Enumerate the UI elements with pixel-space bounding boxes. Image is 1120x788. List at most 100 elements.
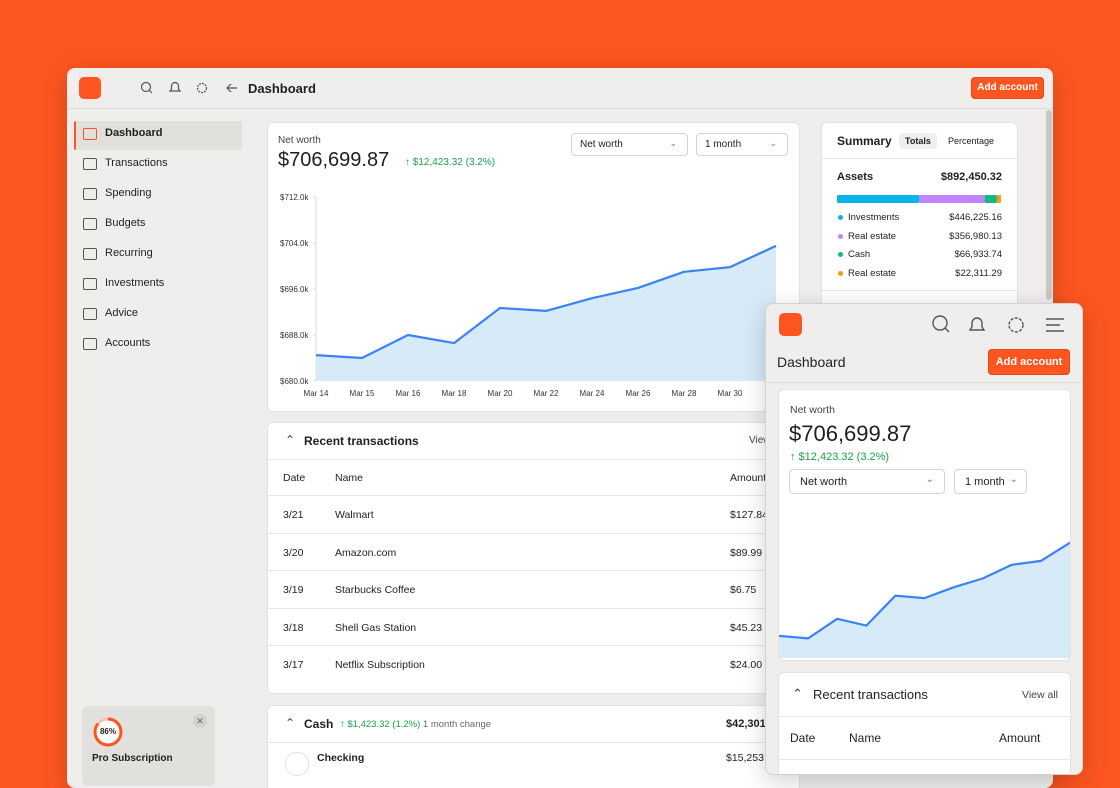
promo-title: Pro Subscription [92,753,173,764]
chevron: ⌄ [669,138,677,148]
nav-icon [83,158,97,170]
collapse-chevron[interactable]: ⌃ [285,716,296,730]
column-header: Name [849,731,882,745]
collapse-chevron[interactable]: ⌃ [792,686,803,701]
asset-value: $446,225.16 [949,212,1002,223]
asset-value: $356,980.13 [949,230,1002,242]
x-tick-label: Mar 28 [672,389,697,398]
asset-name: Investments [848,212,900,223]
logo[interactable] [779,313,802,336]
chevron: ⌄ [1009,474,1018,485]
x-tick-label: Mar 30 [718,389,743,398]
transactions-title: Recent transactions [813,687,928,702]
transactions-title: Recent transactions [304,434,419,448]
column-header: Amount [999,731,1041,745]
scrollbar[interactable] [1046,110,1052,300]
account-amount: $15,253 [726,752,764,764]
search-icon[interactable] [140,81,152,93]
asset-bar-segment [919,195,985,203]
asset-name: Cash [848,249,871,260]
net-worth-amount: $706,699.87 [789,421,912,446]
add-account-button[interactable]: Add account [971,77,1044,99]
bell-icon[interactable] [968,317,986,331]
x-tick-label: Mar 16 [396,389,421,398]
nav-item[interactable]: Advice [105,307,139,319]
nav-item[interactable]: Recurring [105,247,153,259]
cash-title: Cash [304,717,334,731]
table-cell: $6.75 [730,584,757,596]
tab-totals[interactable]: Totals [899,133,937,149]
range-select[interactable]: 1 month ⌄ [696,133,788,156]
y-tick-label: $712.0k [280,193,309,202]
change-text: $12,423.32 (3.2%) [798,451,890,463]
table-cell: $127.84 [730,509,768,521]
tab-percentage[interactable]: Percentage [948,136,995,146]
metric-select[interactable]: Net worth ⌄ [571,133,688,156]
back-icon[interactable] [226,83,237,93]
collapse-chevron[interactable]: ⌃ [285,433,296,447]
metric-select[interactable]: Net worth ⌄ [789,469,945,494]
asset-value: $22,311.29 [955,267,1002,279]
nav-item[interactable]: Accounts [105,337,151,349]
net-worth-card: Net worth $706,699.87 ↑ $12,423.32 (3.2%… [778,389,1071,661]
active-nav-bg [74,121,242,150]
y-tick-label: $688.0k [280,331,309,340]
table-cell: Starbucks Coffee [335,584,416,596]
nav-item[interactable]: Budgets [105,217,146,229]
divider [766,382,1082,383]
column-header: Name [335,472,364,484]
bell-icon[interactable] [168,81,182,92]
range-select[interactable]: 1 month ⌄ [954,469,1027,494]
settings-icon[interactable] [196,82,208,94]
line [779,541,1070,640]
nav-item[interactable]: Investments [105,277,165,289]
table-cell: $24.00 [730,659,763,671]
search-icon-handle [149,90,153,94]
nav-icon [83,308,97,320]
change-text: $12,423.32 (3.2%) [412,157,496,168]
nav-icon [83,338,97,350]
nav-icon [83,128,97,140]
asset-dot [838,270,843,276]
page-title: Dashboard [777,354,846,370]
chevron: ⌄ [925,474,934,485]
x-tick-label: Mar 26 [626,389,651,398]
asset-name: Real estate [848,230,897,242]
add-account-button[interactable]: Add account [988,349,1070,375]
cash-change: ↑ $1,423.32 (1.2%) 1 month change [340,719,492,730]
menu-icon[interactable] [1046,318,1064,332]
promo-card: 86% Pro Subscription ✕ [82,706,215,786]
line [315,244,777,360]
column-header: Date [790,731,816,745]
nav-icon [83,248,97,260]
assets-label: Assets [837,171,874,183]
asset-name: Real estate [848,267,897,279]
settings-icon[interactable] [1008,317,1024,333]
view-all-link[interactable]: View all [1022,689,1058,701]
nav-item[interactable]: Dashboard [105,127,163,139]
nav-item[interactable]: Spending [105,187,152,199]
select-text: Net worth [800,476,848,488]
asset-dot [838,252,843,257]
area [779,542,1070,658]
divider [779,716,1070,717]
nav-icon [83,278,97,290]
progress-ring [93,717,123,747]
net-worth-label: Net worth [790,404,835,416]
account-name: Checking [317,752,365,764]
divider [822,158,1017,159]
promo-percent: 86% [99,727,116,736]
net-worth-change: ↑ $12,423.32 (3.2%) [790,451,890,463]
y-tick-label: $680.0k [280,377,309,386]
net-worth-amount: $706,699.87 [278,149,390,171]
divider [268,459,799,460]
close-button[interactable]: ✕ [193,714,207,728]
nav-item[interactable]: Transactions [105,157,168,169]
divider [268,532,799,534]
divider [268,645,799,646]
logo[interactable] [79,77,101,99]
table-cell: 3/20 [283,546,304,559]
transactions-card: ⌃ Recent transactions View all Date Name… [778,672,1071,774]
table-cell: $89.99 [730,546,763,559]
search-icon[interactable] [932,315,948,331]
